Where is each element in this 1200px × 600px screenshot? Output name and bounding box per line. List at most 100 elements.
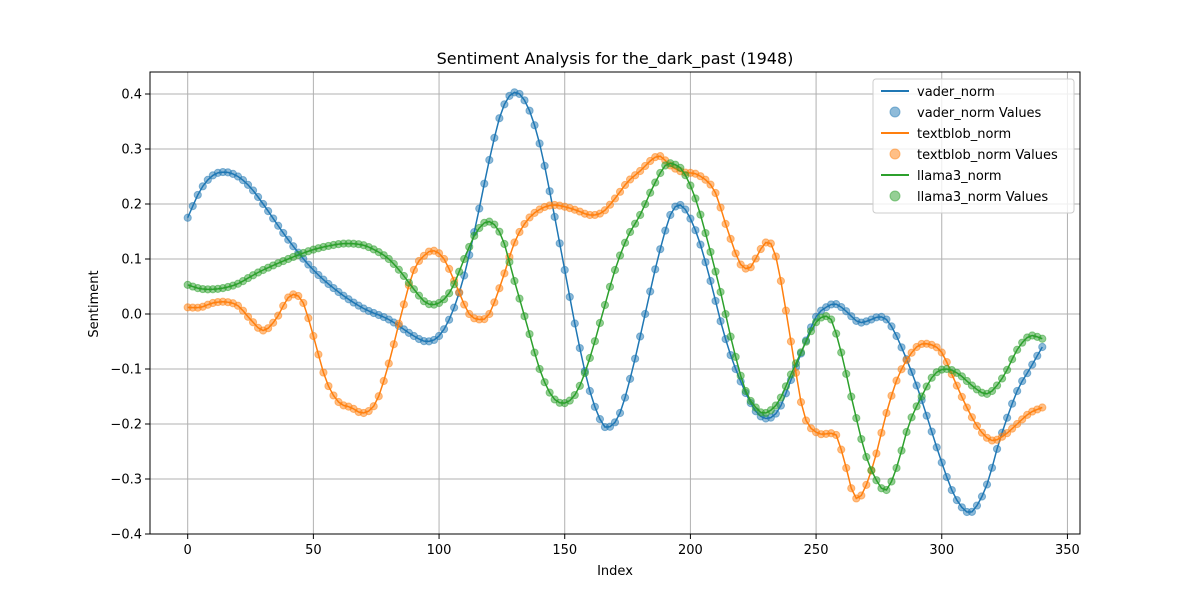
textblob_norm-point [1013, 419, 1022, 429]
textblob_norm-point [309, 331, 318, 341]
textblob_norm-point [837, 445, 846, 454]
llama3_norm-point [706, 247, 715, 257]
llama3_norm-point [525, 329, 534, 339]
llama3_norm-point [1013, 345, 1022, 354]
vader_norm-point [284, 235, 293, 244]
textblob_norm-point [731, 249, 740, 258]
llama3_norm-point [641, 200, 650, 209]
llama3_norm-point [580, 368, 589, 378]
llama3_norm-point [691, 194, 700, 203]
y-tick-label: −0.4 [110, 528, 142, 543]
textblob_norm-point [977, 428, 987, 437]
vader_norm-point [1018, 376, 1027, 386]
textblob_norm-point [369, 402, 378, 411]
vader_norm-point [937, 458, 946, 467]
llama3_norm-point [681, 171, 690, 180]
textblob_norm-point [781, 306, 791, 315]
llama3_norm-point [731, 352, 740, 361]
llama3_norm-point [726, 332, 735, 341]
llama3_norm-point [781, 382, 791, 391]
vader_norm-point [259, 199, 268, 209]
llama3_norm-point [987, 386, 997, 396]
textblob_norm-point [248, 318, 258, 327]
x-tick-label: 0 [184, 543, 192, 558]
llama3_norm-point [922, 382, 931, 391]
llama3_norm-point [716, 287, 725, 297]
llama3_norm-point [460, 254, 469, 264]
vader_norm-point [434, 331, 444, 341]
vader_norm-point [193, 190, 202, 200]
textblob_norm-point [610, 194, 620, 203]
textblob_norm-point [615, 187, 625, 196]
plot-frame [149, 71, 1081, 535]
vader_norm-point [947, 485, 956, 495]
vader_norm-point [269, 214, 278, 223]
llama3_norm-point [575, 381, 584, 391]
llama3_norm-point [1038, 334, 1047, 343]
y-axis: −0.4 −0.3 −0.2 −0.1 0.0 0.1 0.2 0.3 0.4 [110, 88, 150, 543]
llama3_norm-point [490, 220, 499, 229]
textblob_norm-point [238, 306, 248, 315]
textblob_norm-point [786, 337, 796, 346]
textblob_norm-point [746, 263, 755, 272]
vader_norm-point [987, 463, 997, 472]
vader_norm-point [264, 207, 273, 216]
vader_norm-point [605, 422, 615, 431]
vader_norm-point [475, 204, 484, 213]
textblob_norm-point [319, 368, 328, 377]
x-tick-label: 50 [305, 543, 322, 558]
vader_norm-point [450, 303, 459, 312]
vader_norm-point [555, 239, 564, 248]
llama3_norm-point [842, 369, 851, 378]
vader_norm-point [565, 292, 574, 302]
vader_norm-point [942, 472, 951, 482]
llama3_norm-point [565, 396, 574, 405]
vader_norm-point [520, 96, 529, 105]
llama3_norm-point [897, 446, 906, 455]
legend-box [872, 78, 1075, 214]
textblob_norm-point [771, 252, 780, 261]
textblob_norm-point [892, 376, 901, 385]
vader_norm-point [525, 106, 534, 115]
y-axis-label: Sentiment [87, 270, 102, 337]
textblob_norm-point [324, 381, 333, 391]
x-tick-label: 300 [929, 543, 954, 558]
textblob_norm-point [384, 359, 393, 368]
textblob_norm-point [972, 421, 982, 430]
vader_norm-point [535, 139, 544, 148]
llama3_norm-point [741, 386, 750, 396]
legend-dot-swatch [889, 148, 901, 160]
textblob_norm-point [932, 343, 941, 352]
textblob_norm-point [414, 256, 424, 266]
llama3_norm-point [1003, 365, 1012, 374]
llama3_norm-point [535, 364, 544, 374]
llama3_norm-point [837, 348, 846, 357]
vader_norm-point [922, 411, 931, 420]
textblob_norm-point [314, 350, 323, 359]
textblob_norm-point [842, 463, 851, 473]
llama3_norm-point [1018, 338, 1027, 347]
vader_norm-point [515, 89, 524, 99]
textblob_norm-series [183, 152, 1047, 503]
llama3_norm-point [912, 402, 921, 411]
llama3_norm-point [465, 242, 474, 252]
vader_norm-point [319, 275, 328, 284]
llama3_norm-point [404, 278, 413, 287]
llama3_norm-point [510, 276, 519, 286]
vader_norm-point [289, 242, 298, 251]
llama3_norm-point [605, 282, 615, 291]
textblob_norm-point [711, 188, 720, 198]
y-tick-label: −0.3 [110, 473, 142, 488]
llama3_norm-point [505, 257, 514, 267]
llama3_norm-point [615, 251, 625, 260]
llama3_norm-point [590, 337, 599, 346]
series-layer [183, 88, 1047, 517]
llama3_norm-point [651, 178, 660, 187]
llama3_norm-point [656, 168, 665, 178]
llama3_norm-point [530, 348, 539, 357]
llama3_norm-point [646, 188, 655, 197]
textblob_norm-point [907, 348, 916, 357]
llama3_norm-point [801, 337, 811, 346]
vader_norm-point [666, 210, 675, 220]
vader_norm-point [977, 492, 987, 501]
